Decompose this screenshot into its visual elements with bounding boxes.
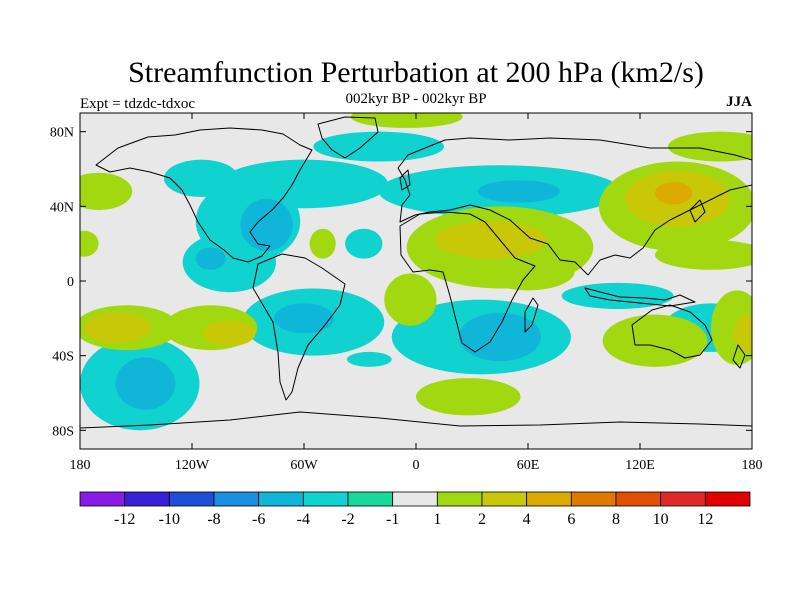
anomaly-region bbox=[384, 273, 437, 326]
colorbar-label: 10 bbox=[653, 511, 669, 528]
colorbar-label: -2 bbox=[341, 511, 354, 528]
colorbar-swatch bbox=[347, 491, 394, 507]
anomaly-region bbox=[654, 182, 693, 205]
colorbar-swatch bbox=[481, 491, 528, 507]
y-tick-label: 0 bbox=[67, 275, 74, 290]
colorbar-label: -6 bbox=[252, 511, 265, 528]
coastline-south-america bbox=[252, 253, 346, 401]
x-tick-label: 120E bbox=[625, 458, 655, 473]
x-tick-label: 60E bbox=[517, 458, 540, 473]
colorbar-label: -12 bbox=[114, 511, 135, 528]
coastline-new-zealand bbox=[732, 344, 746, 369]
map-axes: 180 120W 60W 0 60E 120E 180 80N 40N 0 40S 80S bbox=[50, 113, 763, 473]
colorbar-label: -10 bbox=[159, 511, 180, 528]
colorbar-swatch bbox=[526, 491, 572, 507]
colorbar-label: 8 bbox=[612, 511, 620, 528]
x-tick-label: 120W bbox=[175, 458, 210, 473]
anomaly-region bbox=[346, 351, 392, 367]
anomaly-region bbox=[309, 228, 336, 259]
colorbar-swatch bbox=[660, 491, 706, 507]
colorbar-swatch bbox=[704, 491, 751, 507]
colorbar-swatch bbox=[258, 491, 304, 507]
coastline-north-america bbox=[95, 127, 313, 263]
anomaly-region bbox=[458, 312, 542, 362]
coastline-eurasia bbox=[397, 137, 752, 276]
coastline-japan bbox=[689, 199, 706, 223]
coastline-madagascar bbox=[524, 297, 539, 333]
anomaly-region bbox=[195, 247, 226, 270]
y-tick-label: 80S bbox=[52, 424, 74, 439]
x-tick-label: 180 bbox=[742, 458, 763, 473]
anomaly-region bbox=[313, 131, 444, 162]
anomaly-region bbox=[80, 230, 99, 257]
y-tick-label: 40N bbox=[50, 200, 74, 215]
anomaly-region bbox=[203, 320, 256, 347]
anomaly-region bbox=[350, 113, 463, 128]
chart-title: Streamfunction Perturbation at 200 hPa (… bbox=[128, 56, 704, 89]
colorbar-label: -8 bbox=[207, 511, 220, 528]
anomaly-region bbox=[668, 131, 752, 162]
colorbar-label: 1 bbox=[433, 511, 441, 528]
colorbar-label: 6 bbox=[567, 511, 575, 528]
anomaly-field bbox=[80, 113, 752, 431]
anomaly-region bbox=[654, 239, 752, 270]
colorbar-label: -1 bbox=[386, 511, 399, 528]
anomaly-region bbox=[481, 252, 575, 291]
anomaly-region bbox=[83, 312, 151, 343]
anomaly-region bbox=[416, 378, 521, 416]
colorbar-swatch bbox=[615, 491, 662, 507]
anomaly-region bbox=[240, 198, 293, 252]
y-tick-label: 40S bbox=[52, 350, 74, 365]
coastline-antarctica bbox=[80, 411, 752, 429]
colorbar-swatch bbox=[436, 491, 483, 507]
map-area: 180 120W 60W 0 60E 120E 180 80N 40N 0 40S 80S bbox=[50, 112, 763, 473]
coastline-africa bbox=[399, 211, 536, 353]
colorbar-swatch bbox=[392, 491, 438, 507]
coastline-indonesia bbox=[584, 287, 696, 307]
colorbar-swatch bbox=[302, 491, 349, 507]
colorbar-swatch bbox=[570, 491, 617, 507]
coastline-british-isles bbox=[399, 169, 411, 191]
anomaly-region bbox=[602, 314, 708, 367]
left-label: Expt = tdzdc-tdxoc bbox=[80, 96, 195, 112]
coastline-australia bbox=[631, 304, 713, 359]
colorbar-label: 2 bbox=[478, 511, 486, 528]
colorbar: -12 -10 -8 -6 -4 -2 -1 1 2 4 6 8 10 12 bbox=[79, 491, 751, 528]
colorbar-label: 12 bbox=[697, 511, 713, 528]
anomaly-region bbox=[345, 228, 383, 259]
coastlines bbox=[80, 116, 752, 429]
season-label: JJA bbox=[726, 94, 752, 110]
colorbar-label: -4 bbox=[297, 511, 310, 528]
x-tick-label: 60W bbox=[290, 458, 318, 473]
coastline-greenland bbox=[317, 116, 379, 159]
x-tick-label: 0 bbox=[413, 458, 420, 473]
x-tick-label: 180 bbox=[70, 458, 91, 473]
anomaly-region bbox=[80, 172, 133, 211]
anomaly-region bbox=[477, 180, 560, 203]
colorbar-swatch bbox=[168, 491, 215, 507]
anomaly-region bbox=[274, 303, 334, 334]
colorbar-swatch bbox=[213, 491, 260, 507]
colorbar-swatch bbox=[124, 491, 170, 507]
y-tick-label: 80N bbox=[50, 126, 74, 141]
colorbar-label: 4 bbox=[523, 511, 531, 528]
colorbar-swatch bbox=[79, 491, 126, 507]
anomaly-region bbox=[733, 314, 752, 352]
anomaly-region bbox=[434, 221, 547, 259]
anomaly-region bbox=[182, 232, 276, 293]
anomaly-region bbox=[115, 357, 176, 410]
subtitle: 002kyr BP - 002kyr BP bbox=[345, 91, 486, 107]
